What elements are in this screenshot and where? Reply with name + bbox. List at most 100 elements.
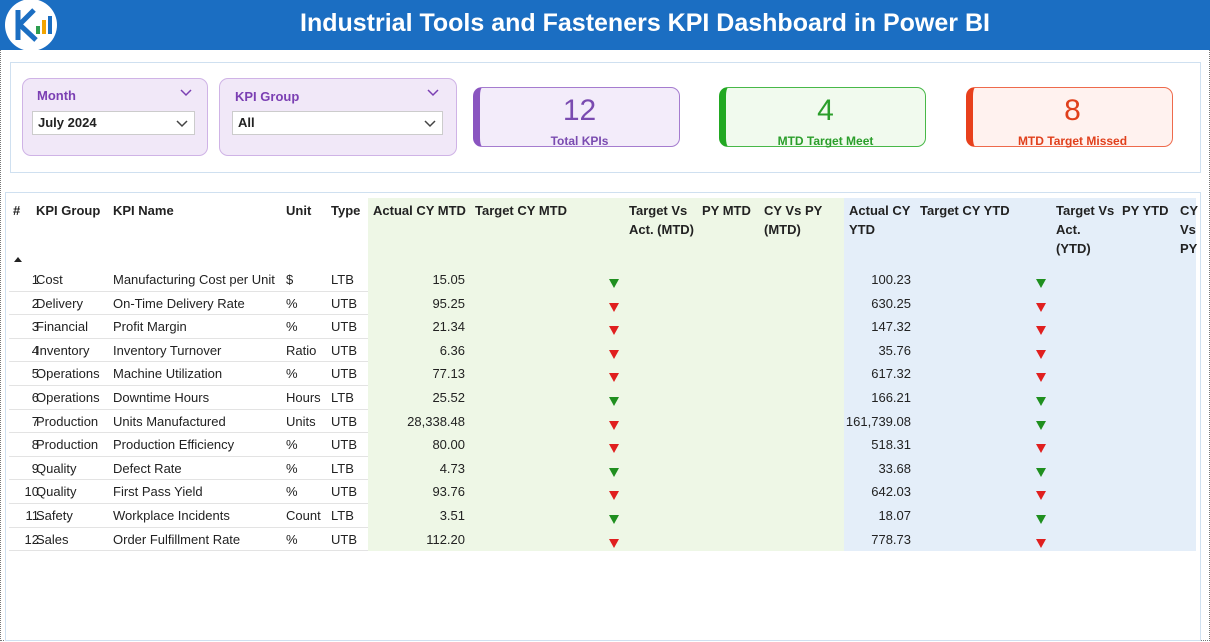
status-icon: [609, 369, 619, 383]
kpi-name: First Pass Yield: [113, 484, 203, 500]
actual-cy-ytd: 518.31: [871, 437, 911, 453]
row-divider: [9, 526, 368, 528]
type: UTB: [331, 413, 357, 429]
actual-cy-ytd: 630.25: [871, 295, 911, 311]
column-header: Target CY YTD: [920, 203, 1010, 218]
row-number: 7: [31, 413, 39, 429]
kpi-group: Cost: [36, 272, 63, 287]
actual-cy-mtd: 4.73: [439, 460, 465, 476]
kpi-group: Delivery: [36, 295, 83, 311]
kpi-name: Defect Rate: [113, 460, 182, 476]
row-divider: [9, 432, 368, 434]
actual-cy-mtd: 77.13: [432, 366, 465, 382]
slicer-label: Month: [37, 88, 76, 103]
status-icon: [1036, 299, 1046, 312]
ytd-band: [844, 198, 1196, 551]
mtd-band: [368, 198, 844, 551]
type: LTB: [331, 460, 354, 476]
row-divider: [9, 314, 368, 316]
column-header: PY YTD: [1122, 203, 1169, 218]
chevron: [424, 120, 436, 128]
status-icon: [1036, 322, 1046, 336]
chevron: [180, 89, 192, 97]
row-divider: [9, 479, 368, 481]
unit: %: [286, 319, 298, 335]
row-divider: [9, 290, 368, 292]
status-icon: [609, 417, 619, 430]
status-icon: [609, 487, 619, 501]
status-icon: [609, 299, 619, 312]
row-number: 8: [31, 437, 39, 453]
status-icon: [1036, 417, 1046, 430]
slicer-dropdown[interactable]: July 2024: [32, 111, 195, 135]
column-header: CY Vs PY (YTD): [1180, 203, 1198, 261]
actual-cy-ytd: 617.32: [871, 366, 911, 382]
row-number: 6: [31, 390, 39, 405]
kpi-group-slicer[interactable]: KPI Group All: [219, 78, 457, 156]
actual-cy-mtd: 15.05: [432, 272, 465, 287]
month-slicer[interactable]: Month July 2024: [22, 78, 208, 156]
actual-cy-ytd: 33.68: [878, 460, 911, 476]
actual-cy-mtd: 21.34: [432, 319, 465, 335]
row-number: 12: [24, 531, 39, 547]
card-label: MTD Target Meet: [777, 134, 874, 148]
actual-cy-ytd: 100.23: [871, 272, 911, 287]
slicer-dropdown[interactable]: All: [232, 111, 443, 135]
kpi-group: Operations: [36, 366, 100, 382]
status-icon: [609, 535, 619, 548]
row-number: 9: [31, 460, 39, 476]
type: LTB: [331, 272, 354, 287]
type: LTB: [331, 508, 354, 523]
unit: %: [286, 484, 298, 500]
kpi-name: Units Manufactured: [113, 413, 226, 429]
status-icon: [609, 440, 619, 454]
status-icon: [609, 464, 619, 477]
actual-cy-ytd: 18.07: [878, 508, 911, 523]
kpi-table: # KPI Group KPI Name Unit Type Actual CY MTD T…: [5, 192, 1201, 641]
status-icon: [1036, 464, 1046, 477]
actual-cy-mtd: 28,338.48: [407, 413, 465, 429]
column-header: Target Vs Act. (MTD): [629, 203, 694, 237]
type: UTB: [331, 366, 357, 382]
status-icon: [609, 275, 619, 288]
unit: %: [286, 531, 298, 547]
row-divider: [9, 361, 368, 363]
row-divider: [9, 408, 368, 410]
actual-cy-mtd: 112.20: [426, 531, 465, 547]
actual-cy-ytd: 642.03: [871, 484, 911, 500]
row-number: 5: [31, 366, 39, 382]
actual-cy-mtd: 80.00: [432, 437, 465, 453]
unit: Hours: [286, 390, 321, 405]
status-icon: [609, 511, 619, 524]
actual-cy-mtd: 3.51: [439, 508, 465, 523]
kpi-name: Order Fulfillment Rate: [113, 531, 241, 547]
chevron: [176, 120, 188, 128]
column-header: Type: [331, 203, 361, 218]
unit: %: [286, 437, 298, 453]
column-header: Target CY MTD: [475, 203, 567, 218]
column-header: PY MTD: [702, 203, 751, 218]
type: UTB: [331, 437, 357, 453]
kpi-name: Machine Utilization: [113, 366, 223, 382]
type: UTB: [331, 342, 357, 358]
kpi-name: Manufacturing Cost per Unit: [113, 272, 275, 287]
kpi-group: Financial: [36, 319, 89, 335]
kpi-group: Quality: [36, 484, 77, 500]
type: UTB: [331, 531, 357, 547]
status-icon: [1036, 393, 1046, 406]
status-icon: [1036, 487, 1046, 501]
actual-cy-mtd: 6.36: [439, 342, 465, 358]
row-divider: [9, 550, 368, 552]
kpi-group: Inventory: [36, 342, 90, 358]
row-number: 1: [31, 272, 39, 287]
actual-cy-mtd: 25.52: [432, 390, 465, 405]
unit: $: [286, 272, 294, 287]
card-label: Total KPIs: [550, 134, 609, 148]
column-header: Actual CY YTD: [849, 203, 911, 237]
column-header: Target Vs Act. (YTD): [1056, 203, 1115, 256]
kpi-group: Operations: [36, 390, 100, 405]
kpi-name: Profit Margin: [113, 319, 187, 335]
type: LTB: [331, 390, 354, 405]
row-number: 3: [31, 319, 39, 335]
